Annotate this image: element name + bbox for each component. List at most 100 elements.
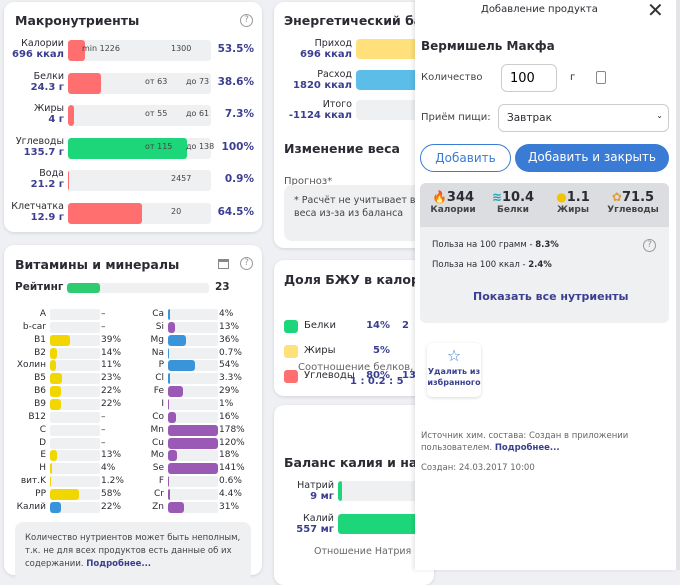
nutrient-bar — [168, 489, 218, 500]
rating-value: 23 — [215, 281, 230, 293]
table-icon[interactable] — [218, 259, 229, 269]
nutrient-bar-fill — [168, 450, 177, 461]
nutrient-name: вит.K — [4, 475, 46, 487]
nutrient-percent: 178% — [219, 424, 245, 436]
more-link[interactable]: Подробнее... — [86, 559, 151, 569]
nutrient-bar-fill — [168, 489, 170, 500]
nutrient-name: C — [4, 424, 46, 436]
macro-percent: 100% — [222, 141, 254, 153]
nutrient-bar-fill — [50, 476, 51, 487]
macro-percent: 64.5% — [218, 206, 254, 218]
macro-name: Калории — [21, 38, 64, 49]
help-icon[interactable]: ? — [240, 257, 253, 270]
nutrient-bar-fill — [168, 502, 184, 513]
nutrient-bar — [168, 438, 218, 449]
nutrient-bar — [168, 309, 218, 320]
energy-note: * Расчёт не учитывает в колебания веса и… — [284, 185, 434, 241]
nutrient-name: B1 — [4, 334, 46, 346]
nutrient-percent: 14% — [101, 347, 121, 359]
product-name: Вермишель Макфа — [421, 39, 555, 53]
nutrient-name: E — [4, 449, 46, 461]
vitamins-card: Витамины и минералы ? Рейтинг 23 A–b-car… — [4, 245, 262, 575]
bju-name: Жиры — [304, 345, 336, 356]
energy-value: 1820 ккал — [293, 80, 352, 91]
legend-swatch — [284, 320, 298, 333]
bju-grams: 2 — [402, 320, 409, 331]
nutrient-name: Cr — [122, 488, 164, 500]
kna-ratio-label: Отношение Натрия к — [314, 546, 420, 557]
nutrient-bar-fill — [168, 399, 169, 410]
nutrient-bar — [168, 348, 218, 359]
nutrient-bar-fill — [168, 373, 170, 384]
macro-value: 696 ккал — [12, 49, 64, 60]
created-date: Создан: 24.03.2017 10:00 — [421, 463, 535, 473]
nutrient-bar — [168, 450, 218, 461]
scrollbar[interactable] — [676, 0, 680, 570]
nutrient-name: P — [122, 359, 164, 371]
nutrient-value: 71.5 — [622, 190, 654, 205]
nutrient-name: D — [4, 437, 46, 449]
nutrient-name: Cl — [122, 372, 164, 384]
nutrient-name: Na — [122, 347, 164, 359]
nutrient-bar — [168, 502, 218, 513]
nutrient-name: Zn — [122, 501, 164, 513]
source-more-link[interactable]: Подробнее... — [495, 443, 560, 453]
wheat-icon: ✿ — [612, 190, 622, 204]
close-icon[interactable]: ✕ — [647, 0, 664, 22]
nutrient-percent: 120% — [219, 437, 245, 449]
help-icon[interactable]: ? — [240, 14, 253, 27]
qty-input[interactable] — [501, 64, 557, 92]
nutrient-percent: 0.7% — [219, 347, 242, 359]
nutrient-bar-fill — [50, 335, 70, 346]
nutrient-percent: 22% — [101, 501, 121, 513]
bju-percent: 14% — [360, 320, 390, 331]
nutrient-name: F — [122, 475, 164, 487]
energy-label: Итого-1124 ккал — [289, 99, 352, 121]
nutrient-bar-fill — [50, 450, 57, 461]
nutrient-percent: 54% — [219, 359, 239, 371]
nutrient-bar — [50, 425, 100, 436]
panel-header: Добавление продукта ✕ — [415, 0, 676, 26]
bju-title: Доля БЖУ в калорийно — [284, 272, 434, 287]
legend-swatch — [284, 370, 298, 383]
kna-title: Баланс калия и натрия — [284, 455, 434, 470]
calculator-icon[interactable] — [596, 71, 606, 84]
nutrient-percent: 16% — [219, 411, 239, 423]
show-all-nutrients[interactable]: Показать все нутриенты — [473, 290, 629, 303]
nutrient-name: Mn — [122, 424, 164, 436]
meal-select[interactable]: Завтрак ⌄ — [498, 104, 669, 132]
add-close-button[interactable]: Добавить и закрыть — [515, 144, 669, 172]
nutrient-bar-fill — [168, 360, 195, 371]
nutrient-bar-fill — [168, 386, 183, 397]
macro-percent: 38.6% — [218, 76, 254, 88]
nutrient-percent: 29% — [219, 385, 239, 397]
nutrient-bar-fill — [168, 335, 186, 346]
energy-name: Приход — [315, 38, 352, 49]
remove-favorite-button[interactable]: ☆ Удалить из избранного — [427, 343, 481, 397]
nutrient-bar — [50, 373, 100, 384]
star-icon: ☆ — [427, 346, 481, 366]
marker-max: до 73 — [186, 77, 209, 86]
macro-value: 24.3 г — [31, 82, 64, 93]
add-button[interactable]: Добавить — [420, 144, 511, 172]
legend-swatch — [284, 345, 298, 358]
nutrient-bar — [168, 476, 218, 487]
marker-min: от 55 — [145, 109, 167, 118]
protein-icon: ≋ — [492, 190, 502, 204]
nutrient-name: Углеводы — [603, 205, 663, 215]
energy-value: -1124 ккал — [289, 110, 352, 121]
help-icon[interactable]: ? — [643, 239, 656, 252]
nutrient-name: Fe — [122, 385, 164, 397]
nutrient-name: PP — [4, 488, 46, 500]
nutrient-bar-fill — [50, 399, 61, 410]
nutrient-percent: 3.3% — [219, 372, 242, 384]
kna-name: Калий — [303, 513, 334, 524]
kna-name: Натрий — [297, 480, 334, 491]
nutrient-bar — [168, 360, 218, 371]
